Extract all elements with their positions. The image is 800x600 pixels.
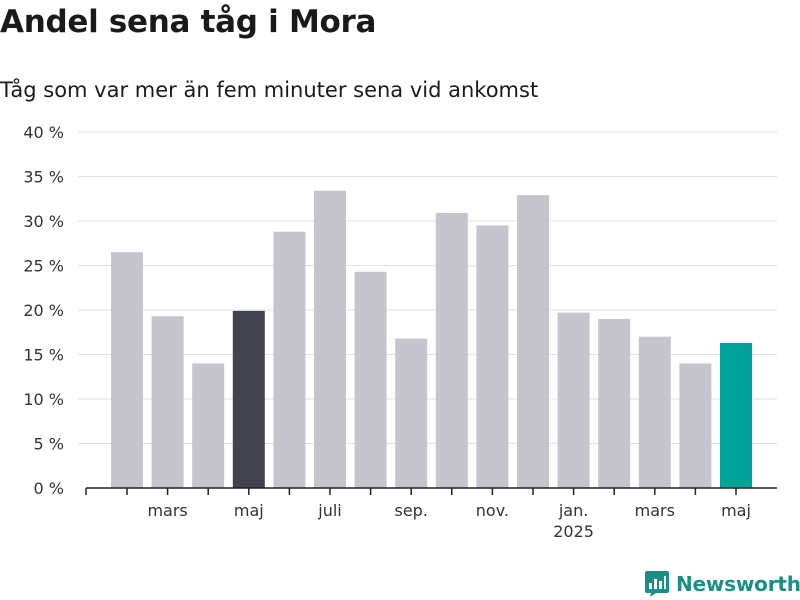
y-tick-label: 40 % (23, 123, 64, 142)
bar (151, 316, 184, 488)
bar (679, 363, 712, 488)
bar (395, 338, 428, 488)
x-tick-label: maj (234, 501, 264, 520)
bar (111, 252, 143, 488)
chart-title: Andel sena tåg i Mora (0, 4, 377, 40)
y-tick-label: 25 % (23, 257, 64, 276)
bar (314, 190, 346, 489)
x-tick-sublabel: 2025 (553, 522, 594, 541)
bar (435, 212, 468, 489)
y-tick-label: 20 % (23, 301, 64, 320)
bar (232, 310, 265, 488)
x-tick-label: juli (317, 501, 341, 520)
y-tick-label: 15 % (23, 346, 64, 365)
y-tick-label: 35 % (23, 168, 64, 187)
bar (720, 342, 752, 488)
y-tick-label: 10 % (23, 390, 64, 409)
bar (598, 318, 631, 488)
bar (192, 363, 225, 488)
bar (476, 225, 509, 488)
x-tick-label: mars (635, 501, 675, 520)
newsworthy-logo: Newsworthy (644, 570, 800, 598)
y-tick-label: 5 % (34, 435, 64, 454)
x-tick-label: mars (147, 501, 187, 520)
x-tick-label: nov. (476, 501, 509, 520)
x-tick-label: sep. (394, 501, 427, 520)
bar (273, 231, 306, 488)
bar (354, 271, 387, 488)
y-tick-label: 30 % (23, 212, 64, 231)
bar (638, 336, 671, 488)
y-tick-label: 0 % (34, 479, 64, 498)
bar (517, 195, 549, 488)
x-tick-label: maj (721, 501, 751, 520)
brand-name: Newsworthy (676, 572, 800, 596)
x-tick-label: jan. (558, 501, 588, 520)
bar (557, 312, 590, 488)
newsworthy-logo-icon (645, 571, 669, 597)
chart-subtitle: Tåg som var mer än fem minuter sena vid … (0, 78, 539, 102)
